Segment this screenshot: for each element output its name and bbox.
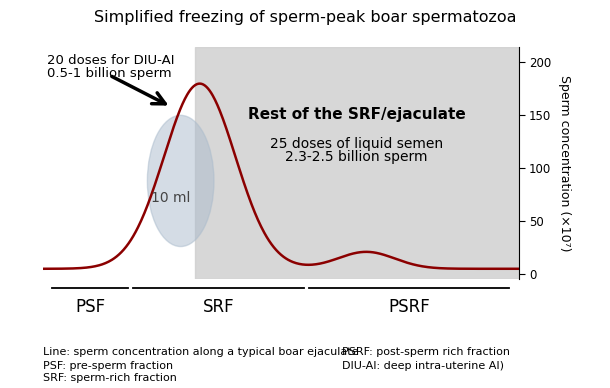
Text: PSF: pre-sperm fraction: PSF: pre-sperm fraction [43, 361, 173, 371]
Text: 10 ml: 10 ml [151, 191, 191, 205]
Text: SRF: SRF [203, 298, 235, 316]
Text: Rest of the SRF/ejaculate: Rest of the SRF/ejaculate [248, 107, 465, 122]
Ellipse shape [148, 115, 214, 246]
Text: SRF: sperm-rich fraction: SRF: sperm-rich fraction [43, 373, 176, 383]
Y-axis label: Sperm concentration (×10⁷): Sperm concentration (×10⁷) [558, 75, 570, 251]
Text: DIU-AI: deep intra-uterine AI): DIU-AI: deep intra-uterine AI) [342, 361, 504, 371]
Text: PSRF: PSRF [388, 298, 430, 316]
Text: PSRF: post-sperm rich fraction: PSRF: post-sperm rich fraction [342, 347, 509, 357]
Text: PSF: PSF [75, 298, 106, 316]
Text: 0.5-1 billion sperm: 0.5-1 billion sperm [48, 67, 172, 80]
Text: Simplified freezing of sperm-peak boar spermatozoa: Simplified freezing of sperm-peak boar s… [94, 10, 516, 25]
Text: 25 doses of liquid semen: 25 doses of liquid semen [270, 137, 443, 151]
Text: 2.3-2.5 billion sperm: 2.3-2.5 billion sperm [285, 150, 428, 164]
Text: 20 doses for DIU-AI: 20 doses for DIU-AI [48, 54, 175, 67]
Bar [195, 47, 518, 279]
Text: Line: sperm concentration along a typical boar ejaculate: Line: sperm concentration along a typica… [43, 347, 358, 357]
